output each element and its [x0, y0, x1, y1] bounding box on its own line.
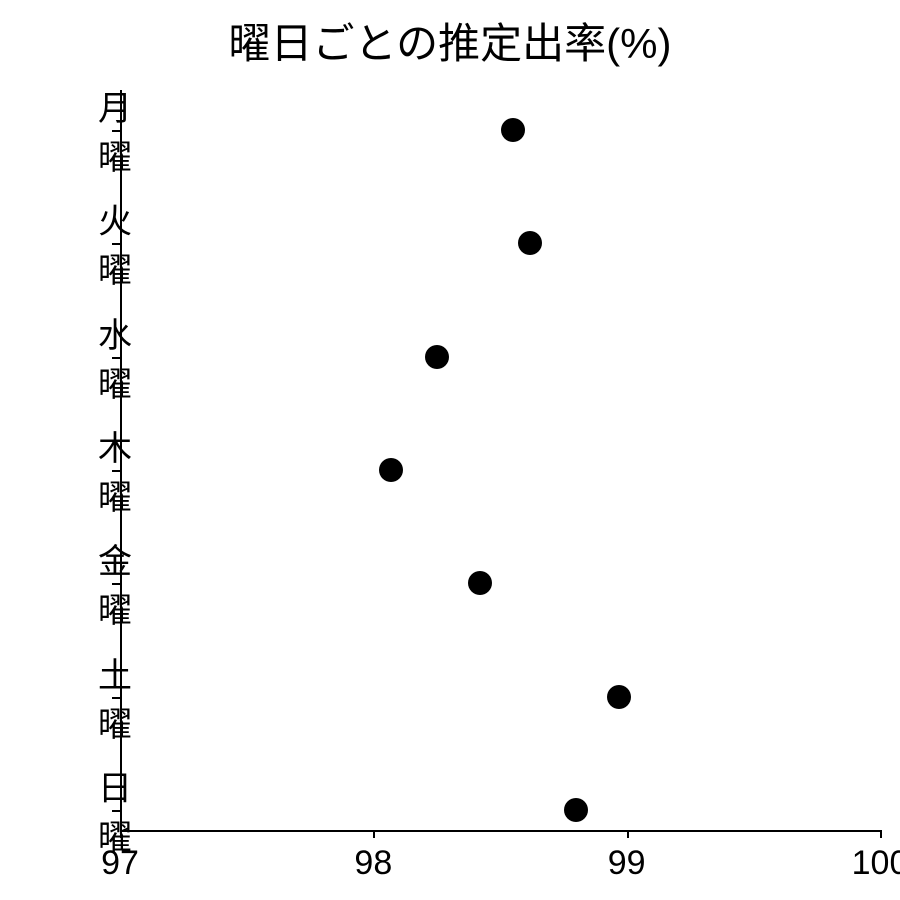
y-tick-label: 木曜 [98, 421, 100, 519]
x-tick-label: 99 [608, 844, 646, 883]
y-tick-label: 水曜 [98, 308, 100, 406]
data-point [518, 231, 542, 255]
data-point [607, 685, 631, 709]
y-tick [112, 243, 120, 245]
data-point [425, 345, 449, 369]
y-tick [112, 357, 120, 359]
data-point [501, 118, 525, 142]
chart-container: 曜日ごとの推定出率(%) 979899100月曜火曜水曜木曜金曜土曜日曜 [0, 0, 900, 900]
y-tick [112, 697, 120, 699]
x-tick-label: 98 [354, 844, 392, 883]
x-tick [880, 830, 882, 838]
y-tick-label: 日曜 [98, 761, 100, 859]
plot-area: 979899100月曜火曜水曜木曜金曜土曜日曜 [120, 90, 880, 830]
y-tick [112, 583, 120, 585]
y-tick-label: 月曜 [98, 81, 100, 179]
x-tick-label: 100 [852, 844, 900, 883]
y-tick [112, 470, 120, 472]
chart-title: 曜日ごとの推定出率(%) [0, 10, 900, 71]
data-point [564, 798, 588, 822]
data-point [379, 458, 403, 482]
x-axis-line [120, 830, 880, 832]
y-tick [112, 130, 120, 132]
y-tick [112, 810, 120, 812]
y-tick-label: 土曜 [98, 648, 100, 746]
data-point [468, 571, 492, 595]
x-tick [373, 830, 375, 838]
y-tick-label: 火曜 [98, 194, 100, 292]
y-tick-label: 金曜 [98, 534, 100, 632]
x-tick [627, 830, 629, 838]
